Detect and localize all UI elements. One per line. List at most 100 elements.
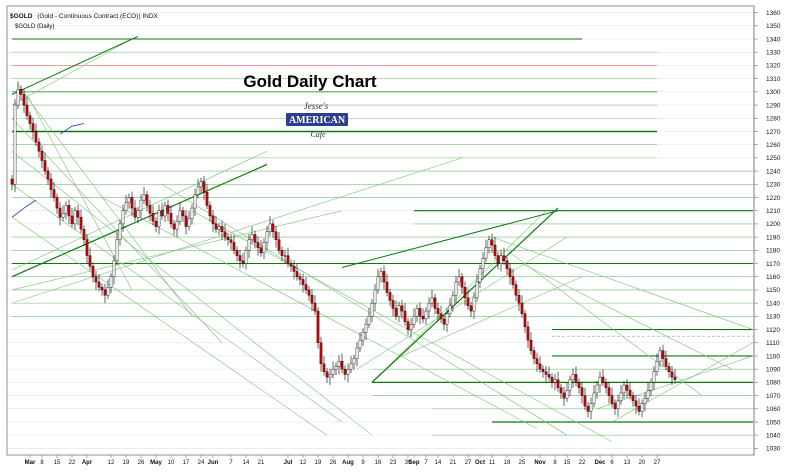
y-tick-label: 1350 bbox=[766, 23, 781, 30]
candle-down bbox=[304, 284, 308, 291]
y-tick-label: 1320 bbox=[766, 63, 781, 70]
candle-down bbox=[325, 371, 329, 378]
x-tick-label: Jul bbox=[284, 460, 293, 466]
candle-up bbox=[61, 213, 65, 218]
candle-up bbox=[247, 239, 251, 251]
x-tick-label: 7 bbox=[229, 460, 233, 466]
candle-down bbox=[400, 305, 404, 312]
y-tick-label: 1220 bbox=[766, 195, 781, 202]
candle-up bbox=[619, 392, 623, 402]
candle-up bbox=[427, 302, 431, 312]
y-tick-label: 1300 bbox=[766, 89, 781, 96]
candle-up bbox=[352, 358, 356, 365]
trend-line bbox=[356, 236, 568, 370]
candle-down bbox=[418, 308, 422, 317]
candle-down bbox=[466, 297, 470, 306]
candle-up bbox=[595, 384, 599, 394]
candle-down bbox=[46, 170, 50, 180]
x-tick-label: 12 bbox=[108, 460, 115, 466]
candle-down bbox=[271, 223, 275, 233]
candle-down bbox=[388, 292, 392, 301]
candle-up bbox=[622, 384, 626, 394]
chart-title: Gold Daily Chart bbox=[243, 72, 377, 91]
candle-up bbox=[457, 276, 461, 283]
candle-down bbox=[208, 205, 212, 217]
candle-up bbox=[487, 239, 491, 248]
candle-down bbox=[340, 361, 344, 370]
candle-down bbox=[88, 255, 92, 267]
y-tick-label: 1280 bbox=[766, 116, 781, 123]
candle-down bbox=[628, 390, 632, 396]
y-tick-label: 1120 bbox=[766, 327, 780, 334]
x-tick-label: 23 bbox=[390, 460, 397, 466]
candle-down bbox=[76, 210, 80, 218]
y-tick-label: 1340 bbox=[766, 36, 781, 43]
candle-down bbox=[535, 358, 539, 365]
x-tick-label: 7 bbox=[424, 460, 428, 466]
x-tick-label: Nov bbox=[534, 460, 546, 466]
x-tick-label: 13 bbox=[624, 460, 631, 466]
svg-text:Jesse's: Jesse's bbox=[304, 101, 329, 111]
candle-up bbox=[244, 250, 248, 264]
y-tick-label: 1330 bbox=[766, 50, 781, 57]
candle-up bbox=[415, 308, 419, 317]
candle-down bbox=[496, 255, 500, 264]
candle-up bbox=[592, 392, 596, 404]
candle-up bbox=[646, 390, 650, 399]
candle-down bbox=[517, 295, 521, 304]
candle-up bbox=[412, 316, 416, 325]
x-tick-label: Jun bbox=[208, 460, 219, 466]
candle-down bbox=[130, 197, 134, 209]
candle-up bbox=[115, 239, 119, 262]
x-tick-label: 24 bbox=[198, 460, 205, 466]
candle-down bbox=[544, 371, 548, 375]
candle-down bbox=[532, 350, 536, 359]
candle-down bbox=[547, 374, 551, 378]
y-tick-label: 1100 bbox=[766, 353, 780, 360]
candle-down bbox=[436, 308, 440, 314]
candle-down bbox=[94, 276, 98, 283]
candle-down bbox=[529, 339, 533, 351]
y-tick-label: 1050 bbox=[766, 419, 781, 426]
y-tick-label: 1070 bbox=[766, 393, 781, 400]
candle-down bbox=[562, 392, 566, 399]
candle-down bbox=[31, 123, 35, 132]
candle-up bbox=[397, 305, 401, 317]
candle-up bbox=[175, 221, 179, 230]
candle-down bbox=[289, 263, 293, 267]
candle-down bbox=[502, 255, 506, 262]
candle-down bbox=[40, 151, 44, 161]
candle-down bbox=[91, 265, 95, 277]
candle-down bbox=[511, 276, 515, 285]
candle-down bbox=[235, 250, 239, 256]
candle-up bbox=[565, 390, 569, 399]
jesses-american-cafe-logo: Jesse's AMERICAN Cafe bbox=[286, 101, 348, 139]
candle-up bbox=[358, 339, 362, 349]
candle-up bbox=[124, 202, 128, 211]
candle-up bbox=[265, 231, 269, 243]
candle-down bbox=[439, 313, 443, 320]
svg-text:Cafe: Cafe bbox=[310, 130, 326, 139]
candle-down bbox=[442, 318, 446, 325]
trend-line bbox=[611, 342, 754, 423]
candle-down bbox=[523, 313, 527, 328]
candle-up bbox=[331, 368, 335, 375]
candle-down bbox=[586, 405, 590, 412]
trendline-layer bbox=[11, 35, 754, 443]
candle-down bbox=[580, 387, 584, 396]
x-tick-label: 26 bbox=[330, 460, 337, 466]
candle-down bbox=[577, 382, 581, 388]
candle-down bbox=[154, 221, 158, 227]
x-tick-label: Mar bbox=[25, 460, 36, 466]
candle-down bbox=[322, 363, 326, 373]
candle-down bbox=[673, 376, 677, 380]
y-tick-label: 1030 bbox=[766, 446, 781, 453]
candle-up bbox=[448, 305, 452, 314]
y-tick-label: 1040 bbox=[766, 432, 781, 439]
candle-down bbox=[508, 268, 512, 277]
x-tick-label: 15 bbox=[564, 460, 571, 466]
candle-down bbox=[406, 321, 410, 330]
y-tick-label: 1310 bbox=[766, 76, 781, 83]
candle-up bbox=[445, 313, 449, 325]
